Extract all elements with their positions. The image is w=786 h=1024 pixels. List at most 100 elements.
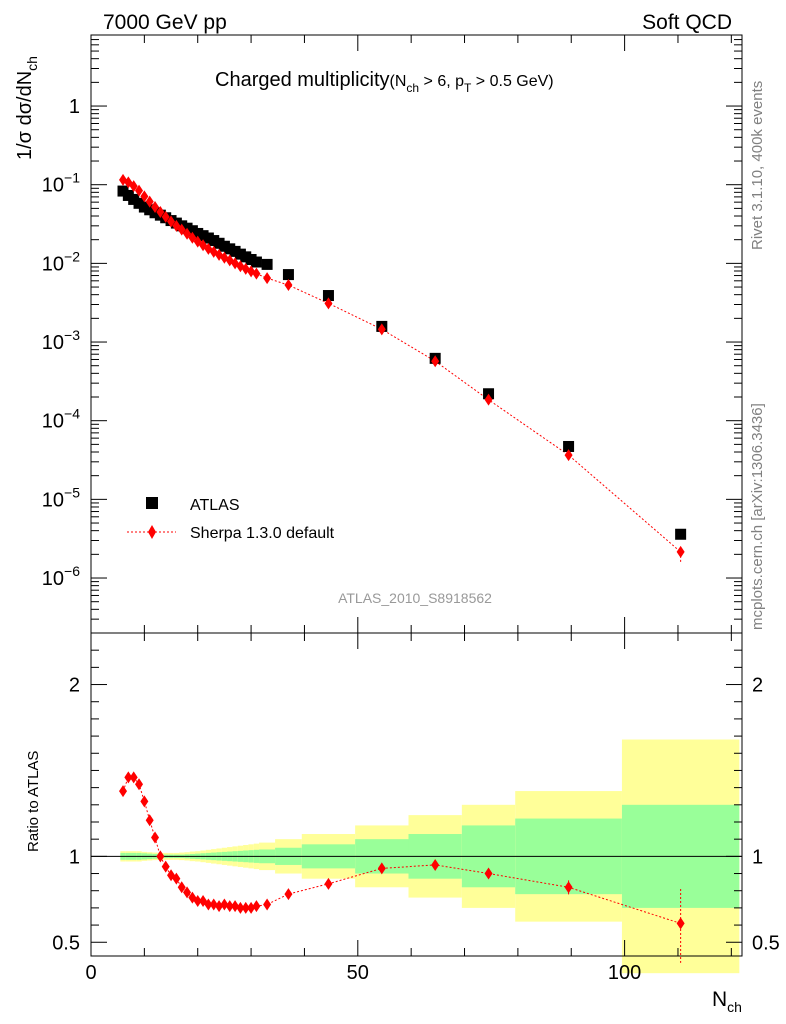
main-y-tick-base: 10 <box>42 411 64 433</box>
main-y-tick-label: 10−1 <box>42 170 80 197</box>
ratio-y-tick-label-right: 1 <box>752 846 763 868</box>
ratio-data-point <box>119 785 128 798</box>
ratio-data-point <box>177 881 186 894</box>
atlas-data-point <box>282 269 294 281</box>
sherpa-data-point <box>145 195 154 208</box>
sherpa-data-point <box>377 323 386 336</box>
ratio-data-point <box>564 881 573 894</box>
main-y-tick-base: 10 <box>42 489 64 511</box>
main-y-tick-exp: −5 <box>64 484 80 500</box>
y-axis-label-text: 1/σ dσ/dN <box>14 71 36 160</box>
main-y-tick-exp: −3 <box>64 327 80 343</box>
ratio-data-point <box>193 895 202 908</box>
x-tick-labels: 0 50 100 <box>85 962 641 984</box>
x-tick-label: 0 <box>85 962 96 984</box>
atlas-data-point <box>250 256 262 268</box>
ratio-panel-data <box>119 771 685 963</box>
atlas-data-point <box>563 440 575 452</box>
x-tick-label: 100 <box>608 962 641 984</box>
mcplots-reference-label: mcplots.cern.ch [arXiv:1306.3436] <box>749 403 766 630</box>
atlas-data-point <box>675 528 687 540</box>
main-y-tick-exp: −6 <box>64 563 80 579</box>
ratio-data-point <box>431 858 440 871</box>
ratio-data-point <box>129 771 138 784</box>
sherpa-data-point <box>135 184 144 197</box>
sherpa-data-point <box>284 279 293 292</box>
x-axis-label-main: N <box>712 988 727 1011</box>
x-axis-label: Nch <box>712 988 742 1015</box>
main-y-tick-labels: 10−610−510−410−310−210−11 <box>42 96 80 590</box>
ratio-data-point <box>161 860 170 873</box>
main-y-tick-label: 10−6 <box>42 563 80 590</box>
sherpa-data-point <box>140 190 149 203</box>
sherpa-data-point <box>252 267 261 280</box>
ratio-data-point <box>183 886 192 899</box>
atlas-data-point <box>322 290 334 302</box>
svg-text:1/σ dσ/dNch: 1/σ dσ/dNch <box>14 56 40 160</box>
rivet-version-label: Rivet 3.1.10, 400k events <box>749 81 766 250</box>
sherpa-data-point <box>215 248 224 261</box>
sherpa-data-point <box>209 245 218 258</box>
ratio-data-point <box>135 778 144 791</box>
main-panel-data <box>117 173 687 562</box>
ratio-panel-ticks <box>90 633 742 956</box>
main-y-tick-base: 10 <box>42 175 64 197</box>
main-y-tick-exp: −2 <box>64 248 80 264</box>
ratio-data-point <box>145 814 154 827</box>
plot-title-main: Charged multiplicity <box>215 69 390 91</box>
main-y-axis-label: 1/σ dσ/dNch <box>14 56 40 160</box>
sherpa-data-point <box>431 355 440 368</box>
ratio-data-point <box>252 900 261 913</box>
ratio-data-point <box>324 877 333 890</box>
ratio-data-point <box>263 898 272 911</box>
y-axis-label-sub: ch <box>24 56 40 71</box>
ratio-y-tick-label-left: 1 <box>69 846 80 868</box>
title-cuts-b: > 6, p <box>419 73 464 90</box>
legend-sherpa-label: Sherpa 1.3.0 default <box>190 525 335 542</box>
title-cuts-c: > 0.5 GeV) <box>471 73 553 90</box>
header-right: Soft QCD <box>642 11 732 34</box>
atlas-data-point <box>261 258 273 270</box>
title-cuts-sub1: ch <box>406 81 419 95</box>
legend-atlas-marker <box>146 497 158 509</box>
ratio-data-point <box>247 901 256 914</box>
main-y-tick-base: 10 <box>42 253 64 275</box>
x-tick-label: 50 <box>347 962 369 984</box>
ratio-data-point <box>220 898 229 911</box>
main-y-tick-label: 10−4 <box>42 406 80 433</box>
ratio-data-point <box>284 888 293 901</box>
main-panel-ticks <box>90 35 742 633</box>
analysis-id-label: ATLAS_2010_S8918562 <box>338 590 492 606</box>
plot-title: Charged multiplicity(Nch > 6, pT > 0.5 G… <box>215 69 554 95</box>
main-y-tick-base: 10 <box>42 332 64 354</box>
ratio-data-point <box>225 900 234 913</box>
main-y-tick-label: 10−3 <box>42 327 80 354</box>
ratio-data-point <box>484 867 493 880</box>
ratio-data-point <box>124 771 133 784</box>
legend-atlas-label: ATLAS <box>190 497 240 514</box>
sherpa-data-point <box>151 201 160 214</box>
ratio-data-point <box>156 850 165 863</box>
sherpa-data-point <box>564 449 573 462</box>
ratio-panel-frame <box>90 632 743 957</box>
main-y-tick-label: 1 <box>69 96 80 118</box>
ratio-y-tick-label-right: 0.5 <box>752 932 780 954</box>
main-panel-frame <box>90 34 743 634</box>
ratio-data-point <box>209 898 218 911</box>
sherpa-data-point <box>156 205 165 218</box>
header-left: 7000 GeV pp <box>103 11 227 34</box>
ratio-data-point <box>140 795 149 808</box>
ratio-y-tick-label-right: 2 <box>752 675 763 697</box>
ratio-data-point <box>241 901 250 914</box>
ratio-data-point <box>172 872 181 885</box>
ratio-y-tick-label-left: 2 <box>69 675 80 697</box>
x-axis-label-sub: ch <box>727 999 742 1015</box>
main-y-tick-label: 10−5 <box>42 484 80 511</box>
ratio-data-point <box>676 917 685 930</box>
ratio-y-axis-label: Ratio to ATLAS <box>25 751 42 852</box>
ratio-uncertainty-bands <box>91 739 742 974</box>
sherpa-data-point <box>167 215 176 228</box>
main-y-tick-base: 1 <box>69 96 80 118</box>
ratio-data-point <box>231 900 240 913</box>
